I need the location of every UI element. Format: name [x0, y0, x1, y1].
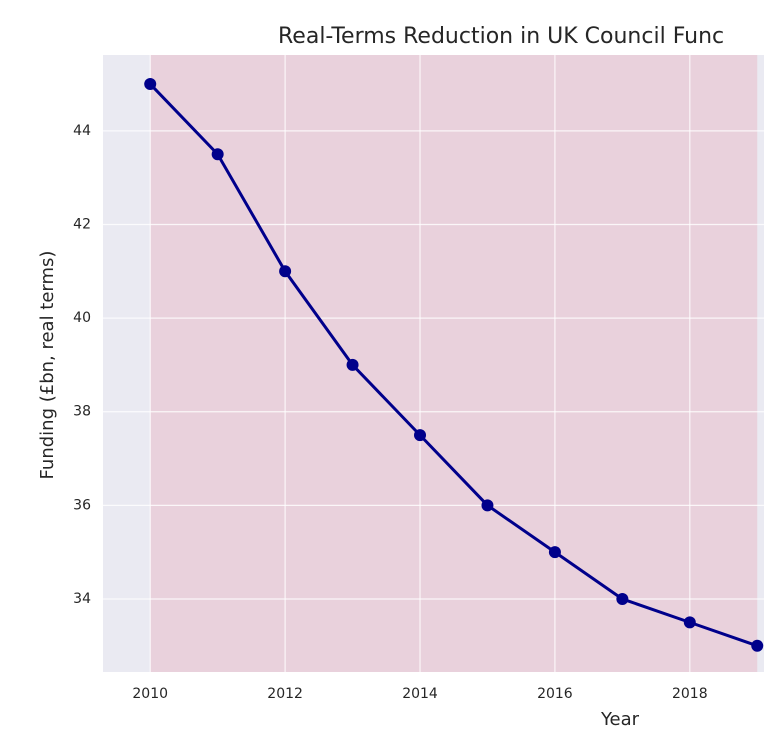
shaded-span [150, 55, 758, 672]
y-tick-label: 34 [73, 591, 91, 607]
y-tick-label: 38 [73, 404, 91, 420]
point [346, 358, 359, 371]
x-tick-label: 2012 [267, 686, 303, 702]
point [414, 429, 427, 442]
line [149, 82, 758, 648]
x-axis-label: Year [600, 709, 640, 730]
x-tick-label: 2018 [672, 686, 708, 702]
point [548, 546, 561, 559]
point [481, 499, 494, 512]
point [683, 616, 696, 629]
point [751, 639, 764, 652]
point [144, 78, 157, 91]
point [616, 592, 629, 605]
x-tick-label: 2014 [402, 686, 438, 702]
x-tick-label: 2010 [132, 686, 168, 702]
y-tick-label: 40 [73, 310, 91, 326]
y-tick-label: 42 [73, 216, 91, 232]
y-axis-label: Funding (£bn, real terms) [37, 251, 58, 480]
y-tick-label: 44 [73, 123, 91, 139]
point [211, 148, 224, 161]
point [279, 265, 292, 278]
chart-title: Real-Terms Reduction in UK Council Func [278, 24, 724, 49]
y-tick-label: 36 [73, 497, 91, 513]
x-tick-label: 2016 [537, 686, 573, 702]
